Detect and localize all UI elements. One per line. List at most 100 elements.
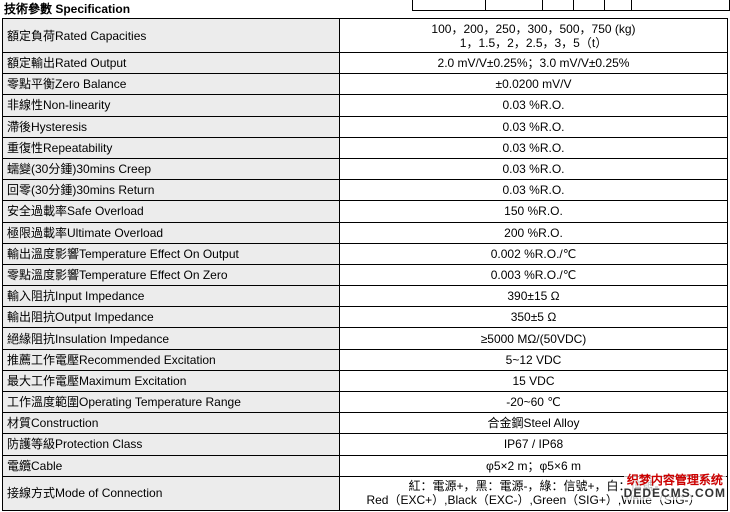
value-line: 100，200，250，300，500，750 (kg)	[431, 21, 636, 36]
row-label: 回零(30分鍾)30mins Return	[2, 179, 340, 202]
row-label: 輸入阻抗Input Impedance	[2, 285, 340, 308]
row-value: 390±15 Ω	[339, 285, 728, 308]
row-label: 接線方式Mode of Connection	[2, 475, 340, 511]
table-row: 工作溫度範圍Operating Temperature Range -20~60 …	[2, 390, 728, 414]
table-row: 滯後Hysteresis 0.03 %R.O.	[2, 115, 728, 138]
row-label: 蠕變(30分鍾)30mins Creep	[2, 157, 340, 181]
value-line: 0.03 %R.O.	[502, 162, 565, 177]
watermark-text: 织梦内容管理系统	[626, 473, 723, 487]
table-row: 絕緣阻抗Insulation Impedance ≥5000 MΩ/(50VDC)	[2, 327, 728, 350]
value-line: 1，1.5，2，2.5，3，5（t）	[459, 35, 608, 50]
row-value: 0.03 %R.O.	[339, 157, 728, 181]
row-value: 0.003 %R.O./℃	[339, 263, 728, 287]
value-line: 0.03 %R.O.	[502, 140, 565, 155]
table-row: 輸入阻抗Input Impedance 390±15 Ω	[2, 285, 728, 308]
row-value: 0.03 %R.O.	[339, 115, 728, 138]
row-value: 350±5 Ω	[339, 306, 728, 329]
row-value: 合金鋼Steel Alloy	[339, 412, 728, 435]
table-row: 防護等級Protection Class IP67 / IP68	[2, 433, 728, 456]
value-line: IP67 / IP68	[503, 437, 564, 452]
row-label: 非線性Non-linearity	[2, 94, 340, 117]
table-row: 重復性Repeatability 0.03 %R.O.	[2, 136, 728, 159]
row-label: 工作溫度範圍Operating Temperature Range	[2, 390, 340, 414]
row-value: 100，200，250，300，500，750 (kg) 1，1.5，2，2.5，…	[339, 18, 728, 53]
row-value: 5~12 VDC	[339, 348, 728, 371]
cell	[605, 0, 632, 10]
table-row: 推薦工作電壓Recommended Excitation 5~12 VDC	[2, 348, 728, 371]
value-line: 390±15 Ω	[507, 289, 560, 304]
value-line: 150 %R.O.	[504, 204, 563, 219]
value-line: 合金鋼Steel Alloy	[487, 416, 580, 431]
table-row: 安全過載率Safe Overload 150 %R.O.	[2, 200, 728, 223]
table-row: 零點溫度影響Temperature Effect On Zero 0.003 %R…	[2, 263, 728, 287]
value-line: ±0.0200 mV/V	[495, 77, 572, 92]
row-label: 額定負荷Rated Capacities	[2, 18, 340, 53]
row-value: ±0.0200 mV/V	[339, 73, 728, 96]
cell	[413, 0, 486, 10]
value-line: -20~60 ℃	[506, 395, 561, 410]
table-row: 輸出溫度影響Temperature Effect On Output 0.002 …	[2, 242, 728, 265]
value-line: 350±5 Ω	[510, 310, 557, 325]
top-table-fragment	[412, 0, 730, 11]
row-label: 防護等級Protection Class	[2, 433, 340, 456]
cell	[574, 0, 605, 10]
row-label: 輸出阻抗Output Impedance	[2, 306, 340, 329]
value-line: 2.0 mV/V±0.25%；3.0 mV/V±0.25%	[437, 56, 630, 71]
value-line: 紅：電源+，黑：電源-，綠：信號+，白：信號-	[408, 479, 659, 494]
value-line: ≥5000 MΩ/(50VDC)	[480, 331, 587, 346]
row-label: 材質Construction	[2, 412, 340, 435]
row-value: 0.03 %R.O.	[339, 179, 728, 202]
row-label: 輸出溫度影響Temperature Effect On Output	[2, 242, 340, 265]
value-line: 200 %R.O.	[504, 225, 563, 240]
row-label: 極限過載率Ultimate Overload	[2, 221, 340, 244]
row-label: 滯後Hysteresis	[2, 115, 340, 138]
row-label: 電纜Cable	[2, 454, 340, 477]
value-line: Red（EXC+）,Black（EXC-）,Green（SIG+）,White（…	[366, 493, 701, 508]
table-row: 極限過載率Ultimate Overload 200 %R.O.	[2, 221, 728, 244]
value-line: 15 VDC	[512, 373, 555, 388]
row-label: 最大工作電壓Maximum Excitation	[2, 369, 340, 393]
spec-table: 額定負荷Rated Capacities 100，200，250，300，500，…	[2, 18, 728, 511]
row-value: IP67 / IP68	[339, 433, 728, 456]
row-label: 絕緣阻抗Insulation Impedance	[2, 327, 340, 350]
row-value: 15 VDC	[339, 369, 728, 393]
row-value: 150 %R.O.	[339, 200, 728, 223]
row-value: 200 %R.O.	[339, 221, 728, 244]
table-row: 回零(30分鍾)30mins Return 0.03 %R.O.	[2, 179, 728, 202]
row-value: 0.03 %R.O.	[339, 94, 728, 117]
row-label: 重復性Repeatability	[2, 136, 340, 159]
row-label: 零點溫度影響Temperature Effect On Zero	[2, 263, 340, 287]
table-row: 接線方式Mode of Connection 紅：電源+，黑：電源-，綠：信號+，…	[2, 475, 728, 511]
table-row: 額定負荷Rated Capacities 100，200，250，300，500，…	[2, 18, 728, 53]
value-line: 0.03 %R.O.	[502, 183, 565, 198]
value-line: 5~12 VDC	[505, 352, 562, 367]
row-label: 推薦工作電壓Recommended Excitation	[2, 348, 340, 371]
table-row: 最大工作電壓Maximum Excitation 15 VDC	[2, 369, 728, 393]
table-row: 蠕變(30分鍾)30mins Creep 0.03 %R.O.	[2, 157, 728, 181]
value-line: 0.03 %R.O.	[502, 98, 565, 113]
value-line: 0.03 %R.O.	[502, 119, 565, 134]
title: 技術參數 Specification	[4, 2, 131, 16]
value-line: 0.002 %R.O./℃	[490, 246, 577, 261]
watermark-text: DEDECMS.COM	[623, 486, 726, 500]
row-value: ≥5000 MΩ/(50VDC)	[339, 327, 728, 350]
table-row: 輸出阻抗Output Impedance 350±5 Ω	[2, 306, 728, 329]
row-value: -20~60 ℃	[339, 390, 728, 414]
watermark: 织梦内容管理系统 DEDECMS.COM	[623, 473, 726, 500]
table-row: 非線性Non-linearity 0.03 %R.O.	[2, 94, 728, 117]
cell	[543, 0, 574, 10]
cell	[486, 0, 543, 10]
row-value: 0.002 %R.O./℃	[339, 242, 728, 265]
table-row: 電纜Cable φ5×2 m；φ5×6 m	[2, 454, 728, 477]
table-row: 零點平衡Zero Balance ±0.0200 mV/V	[2, 73, 728, 96]
row-value: 2.0 mV/V±0.25%；3.0 mV/V±0.25%	[339, 51, 728, 75]
row-value: 0.03 %R.O.	[339, 136, 728, 159]
row-label: 安全過載率Safe Overload	[2, 200, 340, 223]
value-line: φ5×2 m；φ5×6 m	[486, 458, 581, 473]
value-line: 0.003 %R.O./℃	[490, 267, 577, 282]
row-label: 零點平衡Zero Balance	[2, 73, 340, 96]
row-label: 額定輸出Rated Output	[2, 51, 340, 75]
row-value: φ5×2 m；φ5×6 m	[339, 454, 728, 477]
table-row: 材質Construction 合金鋼Steel Alloy	[2, 412, 728, 435]
